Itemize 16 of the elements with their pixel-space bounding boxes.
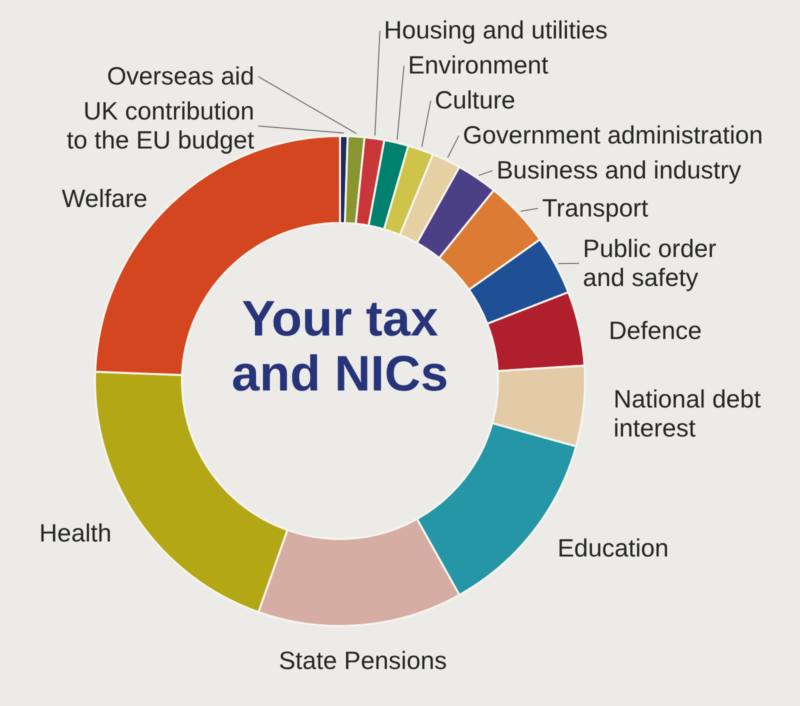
slice-label: Defence [608, 316, 702, 345]
slice-label: Health [39, 520, 112, 548]
text: Your tax and NICs [232, 290, 448, 402]
slice-label: Public order and safety [582, 234, 716, 292]
slice-label: Education [558, 534, 669, 562]
slice-label: Overseas aid [106, 62, 254, 91]
slice-label: National debt interest [614, 386, 761, 443]
slice-label: Transport [542, 194, 648, 222]
slice-label: Business and industry [496, 156, 742, 185]
slice-label: Government administration [462, 122, 763, 150]
slice-label: Environment [408, 52, 548, 80]
slice-label: Housing and utilities [384, 16, 608, 45]
slice-label: Culture [434, 86, 516, 115]
slice-label: Welfare [62, 185, 148, 213]
slice-label: State Pensions [278, 647, 447, 676]
slice-label: UK contribution to the EU budget [66, 98, 254, 155]
